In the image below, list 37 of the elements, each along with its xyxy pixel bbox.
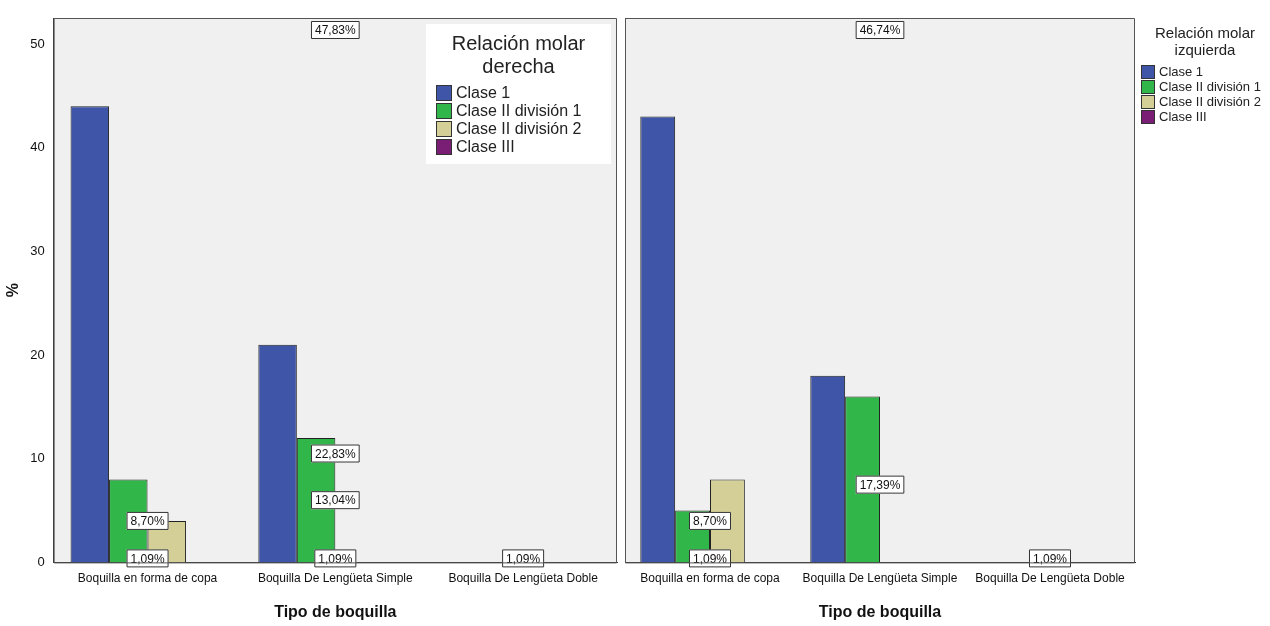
annotation: 1,09% <box>1032 551 1068 566</box>
legend-label: Clase II división 2 <box>456 120 582 138</box>
y-tick-label: 20 <box>30 346 45 362</box>
annotation: 46,74% <box>859 23 901 38</box>
x-tick-label: Boquilla De Lengüeta Simple <box>802 570 958 585</box>
legend-label: Clase 1 <box>1159 64 1204 79</box>
legend-title: Relación molar izquierda <box>1153 24 1256 58</box>
annotation: 22,83% <box>314 446 357 461</box>
annotation: 1,09% <box>318 551 353 566</box>
legend-label: Clase II división 2 <box>1159 94 1261 109</box>
annotation: 8,70% <box>130 514 165 529</box>
legend-label: Clase II división 1 <box>456 102 582 120</box>
x-axis-title: Tipo de boquilla <box>818 602 942 620</box>
annotation: 1,09% <box>692 551 728 566</box>
x-tick-label: Boquilla De Lengüeta Doble <box>448 570 599 585</box>
legend-label: Clase II división 1 <box>1159 79 1261 94</box>
x-tick-label: Boquilla en forma de copa <box>77 570 218 585</box>
legend-label: Clase 1 <box>456 84 511 102</box>
x-tick-label: Boquilla De Lengüeta Doble <box>975 570 1126 585</box>
y-axis-title: % <box>4 283 22 298</box>
y-tick-label: 50 <box>30 35 45 51</box>
x-axis-title: Tipo de boquilla <box>274 602 397 620</box>
y-tick-label: 0 <box>37 553 45 569</box>
y-tick-label: 40 <box>30 139 45 155</box>
annotation: 17,39% <box>859 477 901 492</box>
annotation: 47,83% <box>314 23 357 38</box>
legend-title: Relación molar derecha <box>450 32 587 78</box>
y-tick-label: 30 <box>30 242 45 258</box>
annotation: 1,09% <box>506 551 541 566</box>
annotation: 8,70% <box>692 514 728 529</box>
legend-label: Clase III <box>456 138 515 156</box>
legend-label: Clase III <box>1159 109 1207 124</box>
annotation: 13,04% <box>314 493 357 508</box>
y-tick-label: 10 <box>30 450 45 466</box>
x-tick-label: Boquilla De Lengüeta Simple <box>257 570 414 585</box>
x-tick-label: Boquilla en forma de copa <box>640 570 781 585</box>
annotation: 1,09% <box>130 551 165 566</box>
